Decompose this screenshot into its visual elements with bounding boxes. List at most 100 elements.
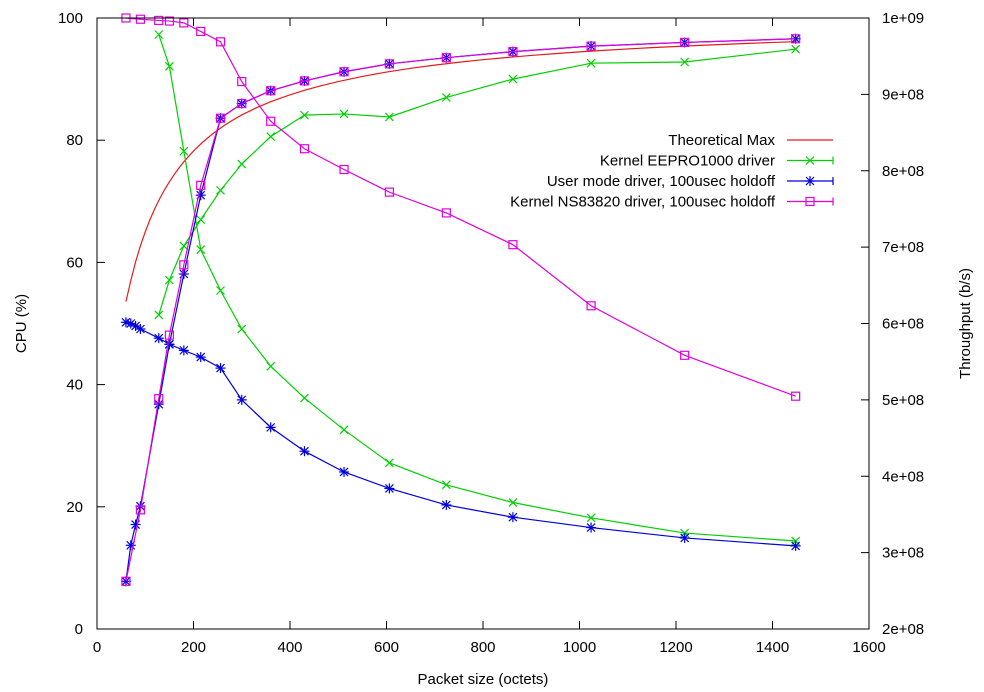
axes (96, 17, 870, 630)
point-marker (130, 519, 141, 530)
point-marker (120, 576, 131, 587)
point-marker (299, 144, 310, 154)
y-tick-label: 80 (66, 132, 83, 149)
point-marker (384, 458, 394, 468)
point-marker (178, 345, 189, 356)
point-marker (215, 37, 226, 47)
point-marker (441, 53, 451, 63)
point-marker (441, 499, 452, 510)
y2-tick-label: 5e+08 (882, 392, 924, 409)
point-marker (508, 74, 518, 84)
point-marker (237, 324, 247, 334)
point-marker (266, 116, 276, 126)
y-tick-label: 40 (66, 377, 83, 394)
point-marker (441, 480, 451, 490)
point-marker (791, 34, 801, 44)
series-0 (125, 41, 797, 302)
point-marker (339, 164, 349, 175)
point-marker (266, 132, 276, 141)
point-marker (121, 576, 131, 586)
x-axis-title: Packet size (octets) (418, 671, 549, 688)
point-marker (196, 26, 206, 37)
legend: Theoretical Max Kernel EEPRO1000 driver Us… (510, 132, 834, 211)
point-marker (216, 286, 225, 295)
y-tick-label: 0 (75, 621, 83, 638)
x-tick-label: 1600 (852, 639, 885, 656)
point-marker (805, 176, 815, 186)
point-marker (154, 310, 164, 320)
point-marker (154, 394, 164, 404)
x-tick-label: 0 (93, 639, 101, 656)
series-line (125, 41, 797, 302)
point-marker (339, 425, 349, 435)
legend-label: User mode driver, 100usec holdoff (547, 173, 776, 190)
point-marker (299, 76, 310, 86)
series-line (125, 321, 796, 547)
point-marker (508, 47, 518, 57)
point-marker (790, 540, 801, 551)
y2-tick-label: 4e+08 (882, 468, 924, 485)
x-tick-label: 800 (470, 639, 495, 656)
y2-tick-label: 2e+08 (882, 621, 924, 638)
x-tick-label: 400 (277, 639, 302, 656)
y-tick-label: 20 (66, 499, 83, 516)
x-tick-label: 1400 (756, 639, 789, 656)
point-marker (441, 93, 451, 102)
y2-tick-label: 1e+09 (882, 10, 924, 27)
point-marker (586, 58, 596, 68)
point-marker (265, 422, 276, 433)
tick-marks (96, 17, 870, 630)
point-marker (135, 323, 146, 334)
point-marker (339, 67, 349, 77)
point-marker (300, 393, 309, 403)
point-marker (164, 339, 175, 350)
point-marker (237, 76, 247, 87)
y2-axis-title: Throughput (b/s) (957, 268, 974, 379)
point-marker (441, 208, 451, 218)
point-marker (216, 185, 225, 195)
point-marker (154, 15, 164, 26)
y-tick-label: 100 (58, 10, 83, 27)
point-marker (164, 16, 174, 26)
legend-label: Theoretical Max (668, 132, 775, 149)
point-marker (508, 240, 518, 250)
point-marker (154, 30, 164, 39)
point-marker (164, 330, 174, 340)
point-marker (266, 361, 276, 371)
point-marker (586, 522, 597, 533)
point-marker (179, 241, 189, 251)
series-curves (120, 13, 801, 587)
point-marker (805, 196, 815, 207)
point-marker (384, 59, 394, 69)
y2-tick-label: 3e+08 (882, 545, 924, 562)
series-line (125, 38, 796, 582)
point-marker (507, 512, 518, 523)
point-marker (135, 14, 146, 24)
legend-label: Kernel NS83820 driver, 100usec holdoff (510, 194, 776, 211)
plot-frame (96, 17, 870, 630)
point-marker (384, 112, 394, 122)
point-marker (791, 44, 801, 54)
point-marker (339, 466, 350, 477)
point-marker (791, 391, 801, 401)
point-marker (384, 483, 395, 494)
point-marker (805, 156, 815, 165)
point-marker (179, 146, 189, 156)
point-marker (215, 363, 226, 374)
series-3 (121, 13, 801, 586)
point-marker (237, 159, 247, 169)
point-marker (586, 41, 596, 51)
point-marker (680, 37, 690, 48)
point-marker (195, 190, 206, 201)
point-marker (680, 57, 690, 67)
x-tick-label: 1200 (659, 639, 692, 656)
point-marker (215, 113, 226, 123)
point-marker (179, 18, 189, 28)
y-tick-label: 60 (66, 254, 83, 271)
point-marker (508, 498, 518, 507)
point-marker (384, 187, 394, 197)
point-marker (178, 269, 189, 280)
point-marker (196, 215, 206, 225)
x-tick-label: 200 (181, 639, 206, 656)
